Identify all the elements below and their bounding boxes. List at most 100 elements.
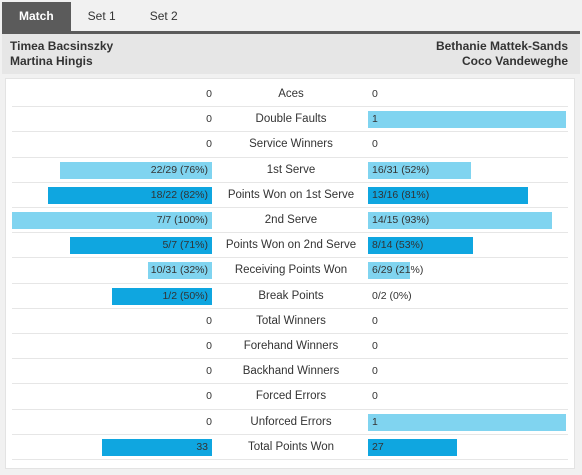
- right-stat-bar: [368, 212, 552, 229]
- player-name: Timea Bacsinszky: [10, 39, 114, 53]
- left-stat-bar: [70, 237, 212, 255]
- left-stat-value: 0: [206, 138, 212, 151]
- stat-row: 0 Backhand Winners 0: [6, 359, 574, 385]
- row-divider: [12, 232, 568, 234]
- right-stat-value: 8/14 (53%): [372, 239, 424, 252]
- right-stat-value: 0: [372, 314, 378, 327]
- stat-label: Break Points: [258, 289, 324, 302]
- players-header: Timea Bacsinszky Martina Hingis Bethanie…: [2, 34, 580, 74]
- stat-label: Points Won on 1st Serve: [227, 188, 355, 201]
- stat-row: 0 Service Winners 0: [6, 132, 574, 158]
- left-stat-bar: [148, 262, 212, 280]
- stats-table: 0 Aces 0 0 Double Faults 1 0 Service Winners 0 22…: [5, 78, 575, 469]
- stat-label: Service Winners: [249, 138, 333, 151]
- team-left: Timea Bacsinszky Martina Hingis: [10, 39, 113, 69]
- stat-row: 0 Total Winners 0: [6, 309, 574, 334]
- left-stat-value: 0: [206, 314, 212, 327]
- row-divider: [12, 383, 568, 385]
- stat-label: Double Faults: [255, 113, 327, 126]
- left-stat-value: 1/2 (50%): [162, 289, 208, 302]
- row-divider: [12, 257, 568, 259]
- stat-row: 1/2 (50%) Break Points 0/2 (0%): [6, 284, 574, 309]
- left-stat-value: 0: [206, 88, 212, 100]
- right-stat-value: 1: [372, 415, 378, 428]
- player-name: Martina Hingis: [10, 54, 93, 68]
- stat-row: 18/22 (82%) Points Won on 1st Serve 13/16 …: [6, 183, 574, 208]
- right-stat-value: 13/16 (81%): [372, 188, 430, 201]
- right-stat-bar: [368, 237, 473, 255]
- row-divider: [12, 458, 568, 460]
- left-stat-bar: [112, 287, 212, 305]
- stat-label: Forced Errors: [255, 390, 327, 403]
- stat-label: Total Winners: [256, 314, 326, 327]
- right-stat-value: 27: [372, 440, 384, 453]
- row-divider: [12, 181, 568, 183]
- left-stat-value: 7/7 (100%): [156, 214, 208, 226]
- right-stat-value: 0: [372, 138, 378, 151]
- left-stat-value: 5/7 (71%): [162, 239, 208, 252]
- right-stat-bar: [368, 413, 566, 431]
- left-stat-value: 0: [206, 340, 212, 352]
- stat-row: 0 Unforced Errors 1: [6, 410, 574, 435]
- stat-label: Total Points Won: [247, 440, 335, 453]
- stat-label: Receiving Points Won: [234, 264, 348, 277]
- right-stat-value: 6/29 (21%): [372, 264, 424, 277]
- left-stat-value: 0: [206, 390, 212, 403]
- right-stat-bar: [368, 262, 410, 280]
- tab-set-1[interactable]: Set 1: [87, 9, 116, 23]
- row-divider: [12, 332, 568, 334]
- row-divider: [12, 408, 568, 410]
- stat-label: Forehand Winners: [243, 340, 339, 352]
- left-stat-value: 10/31 (32%): [150, 264, 208, 277]
- row-divider: [12, 433, 568, 435]
- right-stat-bar: [368, 186, 528, 204]
- right-stat-value: 0: [372, 390, 378, 403]
- stat-label: Unforced Errors: [250, 415, 332, 428]
- stat-row: 0 Aces 0: [6, 82, 574, 108]
- tab-underline: [2, 31, 580, 34]
- stat-label: 1st Serve: [266, 163, 316, 176]
- stat-row: 0 Forehand Winners 0: [6, 334, 574, 360]
- left-stat-bar: [12, 212, 212, 229]
- row-divider: [12, 131, 568, 133]
- stat-row: 10/31 (32%) Receiving Points Won 6/29 (21%…: [6, 258, 574, 284]
- row-divider: [12, 156, 568, 158]
- right-stat-value: 1: [372, 113, 378, 126]
- right-stat-value: 0: [372, 365, 378, 378]
- right-stat-bar: [368, 438, 457, 456]
- tab-set-2[interactable]: Set 2: [149, 9, 178, 23]
- left-stat-value: 0: [206, 365, 212, 378]
- player-name: Bethanie Mattek-Sands: [435, 39, 568, 53]
- stat-label: Backhand Winners: [242, 365, 340, 378]
- team-right: Bethanie Mattek-Sands Coco Vandeweghe: [436, 39, 568, 69]
- row-divider: [12, 282, 568, 284]
- row-divider: [12, 206, 568, 208]
- left-stat-value: 0: [206, 415, 212, 428]
- stat-row: 22/29 (76%) 1st Serve 16/31 (52%): [6, 158, 574, 183]
- left-stat-value: 22/29 (76%): [150, 163, 208, 176]
- left-stat-value: 0: [206, 113, 212, 126]
- right-stat-value: 0: [372, 340, 378, 352]
- left-stat-value: 18/22 (82%): [150, 188, 208, 201]
- tab-bar: Match Set 1 Set 2: [2, 2, 195, 31]
- right-stat-value: 0: [372, 88, 378, 100]
- right-stat-value: 14/15 (93%): [372, 214, 430, 226]
- left-stat-value: 33: [196, 440, 208, 453]
- stat-label: Points Won on 2nd Serve: [225, 239, 357, 252]
- row-divider: [12, 307, 568, 309]
- left-stat-bar: [60, 161, 212, 179]
- right-stat-value: 16/31 (52%): [372, 163, 430, 176]
- stat-row: 0 Forced Errors 0: [6, 384, 574, 410]
- right-stat-value: 0/2 (0%): [372, 289, 412, 302]
- left-stat-bar: [48, 186, 212, 204]
- row-divider: [12, 106, 568, 108]
- tab-match[interactable]: Match: [2, 2, 71, 31]
- player-name: Coco Vandeweghe: [461, 54, 568, 68]
- right-stat-bar: [368, 161, 471, 179]
- stat-row: 5/7 (71%) Points Won on 2nd Serve 8/14 (53…: [6, 233, 574, 259]
- stat-row: 33 Total Points Won 27: [6, 435, 574, 460]
- stat-label: 2nd Serve: [264, 214, 318, 226]
- stat-label: Aces: [278, 88, 304, 100]
- left-stat-bar: [102, 438, 212, 456]
- row-divider: [12, 358, 568, 360]
